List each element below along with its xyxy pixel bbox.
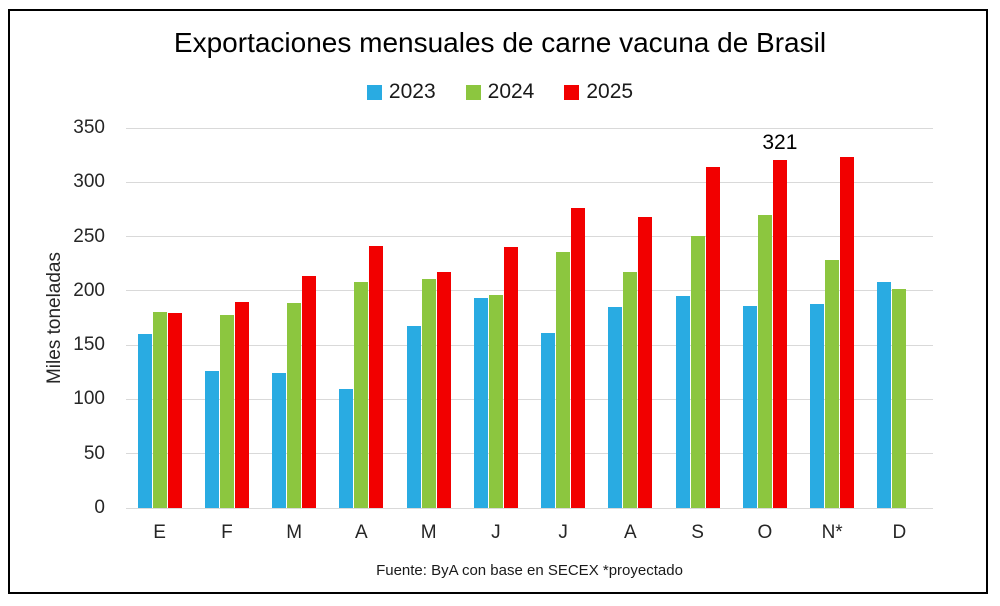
plot-area: [126, 127, 933, 509]
bar-2023-2-M: [272, 373, 287, 508]
bar-2024-1-F: [219, 314, 234, 508]
legend-item-2025: 2025: [564, 80, 633, 104]
bar-2025-10-N*: [840, 157, 855, 508]
legend-label-2025: 2025: [586, 80, 634, 103]
x-label-1-F: F: [221, 522, 233, 543]
gridline-0: [126, 507, 933, 509]
bar-2024-11-D: [892, 288, 907, 508]
x-label-6-J: J: [558, 522, 568, 543]
x-label-3-A: A: [355, 522, 368, 543]
x-label-0-E: E: [153, 522, 166, 543]
bar-2025-9-O: [772, 159, 787, 508]
legend-label-2024: 2024: [487, 80, 535, 103]
bar-2024-10-N*: [825, 260, 840, 508]
bar-2025-0-E: [167, 312, 182, 508]
bar-2024-4-M: [421, 278, 436, 508]
gridline-50: [126, 453, 933, 455]
bar-2025-2-M: [302, 275, 317, 508]
y-tick-label-150: 150: [73, 334, 105, 356]
x-label-7-A: A: [624, 522, 637, 543]
y-tick-label-300: 300: [73, 171, 105, 193]
y-tick-label-200: 200: [73, 279, 105, 301]
y-tick-label-100: 100: [73, 388, 105, 410]
x-label-9-O: O: [757, 522, 773, 543]
bar-2023-1-F: [204, 371, 219, 508]
bar-2023-9-O: [742, 306, 757, 508]
y-tick-label-50: 50: [83, 442, 105, 464]
x-label-11-D: D: [892, 522, 907, 543]
bar-2025-6-J: [571, 208, 586, 508]
y-axis-title: Miles toneladas: [44, 251, 65, 385]
x-label-8-S: S: [691, 522, 704, 543]
legend-item-2023: 2023: [366, 80, 436, 104]
bar-2024-0-E: [152, 311, 167, 508]
gridline-350: [126, 127, 933, 129]
x-label-5-J: J: [491, 522, 501, 543]
legend-label-2023: 2023: [388, 80, 436, 103]
bar-2024-5-J: [488, 295, 503, 508]
bar-2023-4-M: [406, 325, 421, 508]
y-tick-label-0: 0: [94, 497, 105, 518]
bar-2025-8-S: [705, 167, 720, 508]
bar-2024-3-A: [354, 282, 369, 508]
bar-2024-2-M: [287, 302, 302, 508]
chart-title: Exportaciones mensuales de carne vacuna …: [173, 27, 827, 58]
x-label-2-M: M: [286, 522, 303, 543]
legend-swatch-2025: [564, 84, 580, 100]
gridline-150: [126, 344, 933, 346]
x-label-4-M: M: [420, 522, 437, 543]
bar-2023-11-D: [877, 282, 892, 508]
legend: 2023 2024 2025: [0, 80, 1000, 104]
bar-2025-7-A: [638, 217, 653, 508]
y-tick-label-250: 250: [73, 225, 105, 247]
source-note: Fuente: ByA con base en SECEX *proyectad…: [376, 562, 683, 579]
bar-2024-9-O: [757, 214, 772, 508]
data-label-321: 321: [762, 131, 798, 155]
bar-2024-8-S: [690, 235, 705, 508]
bar-2023-5-J: [473, 298, 488, 508]
bar-2025-3-A: [369, 246, 384, 508]
x-label-10-N*: N*: [821, 522, 843, 543]
bar-2023-0-E: [137, 334, 152, 508]
bar-2023-10-N*: [810, 303, 825, 508]
legend-swatch-2024: [465, 84, 481, 100]
gridline-100: [126, 398, 933, 400]
bar-2023-3-A: [339, 388, 354, 508]
bar-2025-5-J: [503, 247, 518, 508]
bar-2023-8-S: [675, 296, 690, 508]
legend-item-2024: 2024: [465, 80, 535, 104]
gridline-300: [126, 181, 933, 183]
bar-2025-1-F: [234, 301, 249, 508]
y-tick-label-350: 350: [73, 117, 105, 138]
legend-swatch-2023: [366, 84, 382, 100]
bar-2024-7-A: [623, 272, 638, 508]
gridline-200: [126, 290, 933, 292]
bar-2023-6-J: [541, 333, 556, 508]
bar-2025-4-M: [436, 272, 451, 508]
gridline-250: [126, 236, 933, 238]
bar-2023-7-A: [608, 307, 623, 508]
bar-2024-6-J: [556, 251, 571, 508]
